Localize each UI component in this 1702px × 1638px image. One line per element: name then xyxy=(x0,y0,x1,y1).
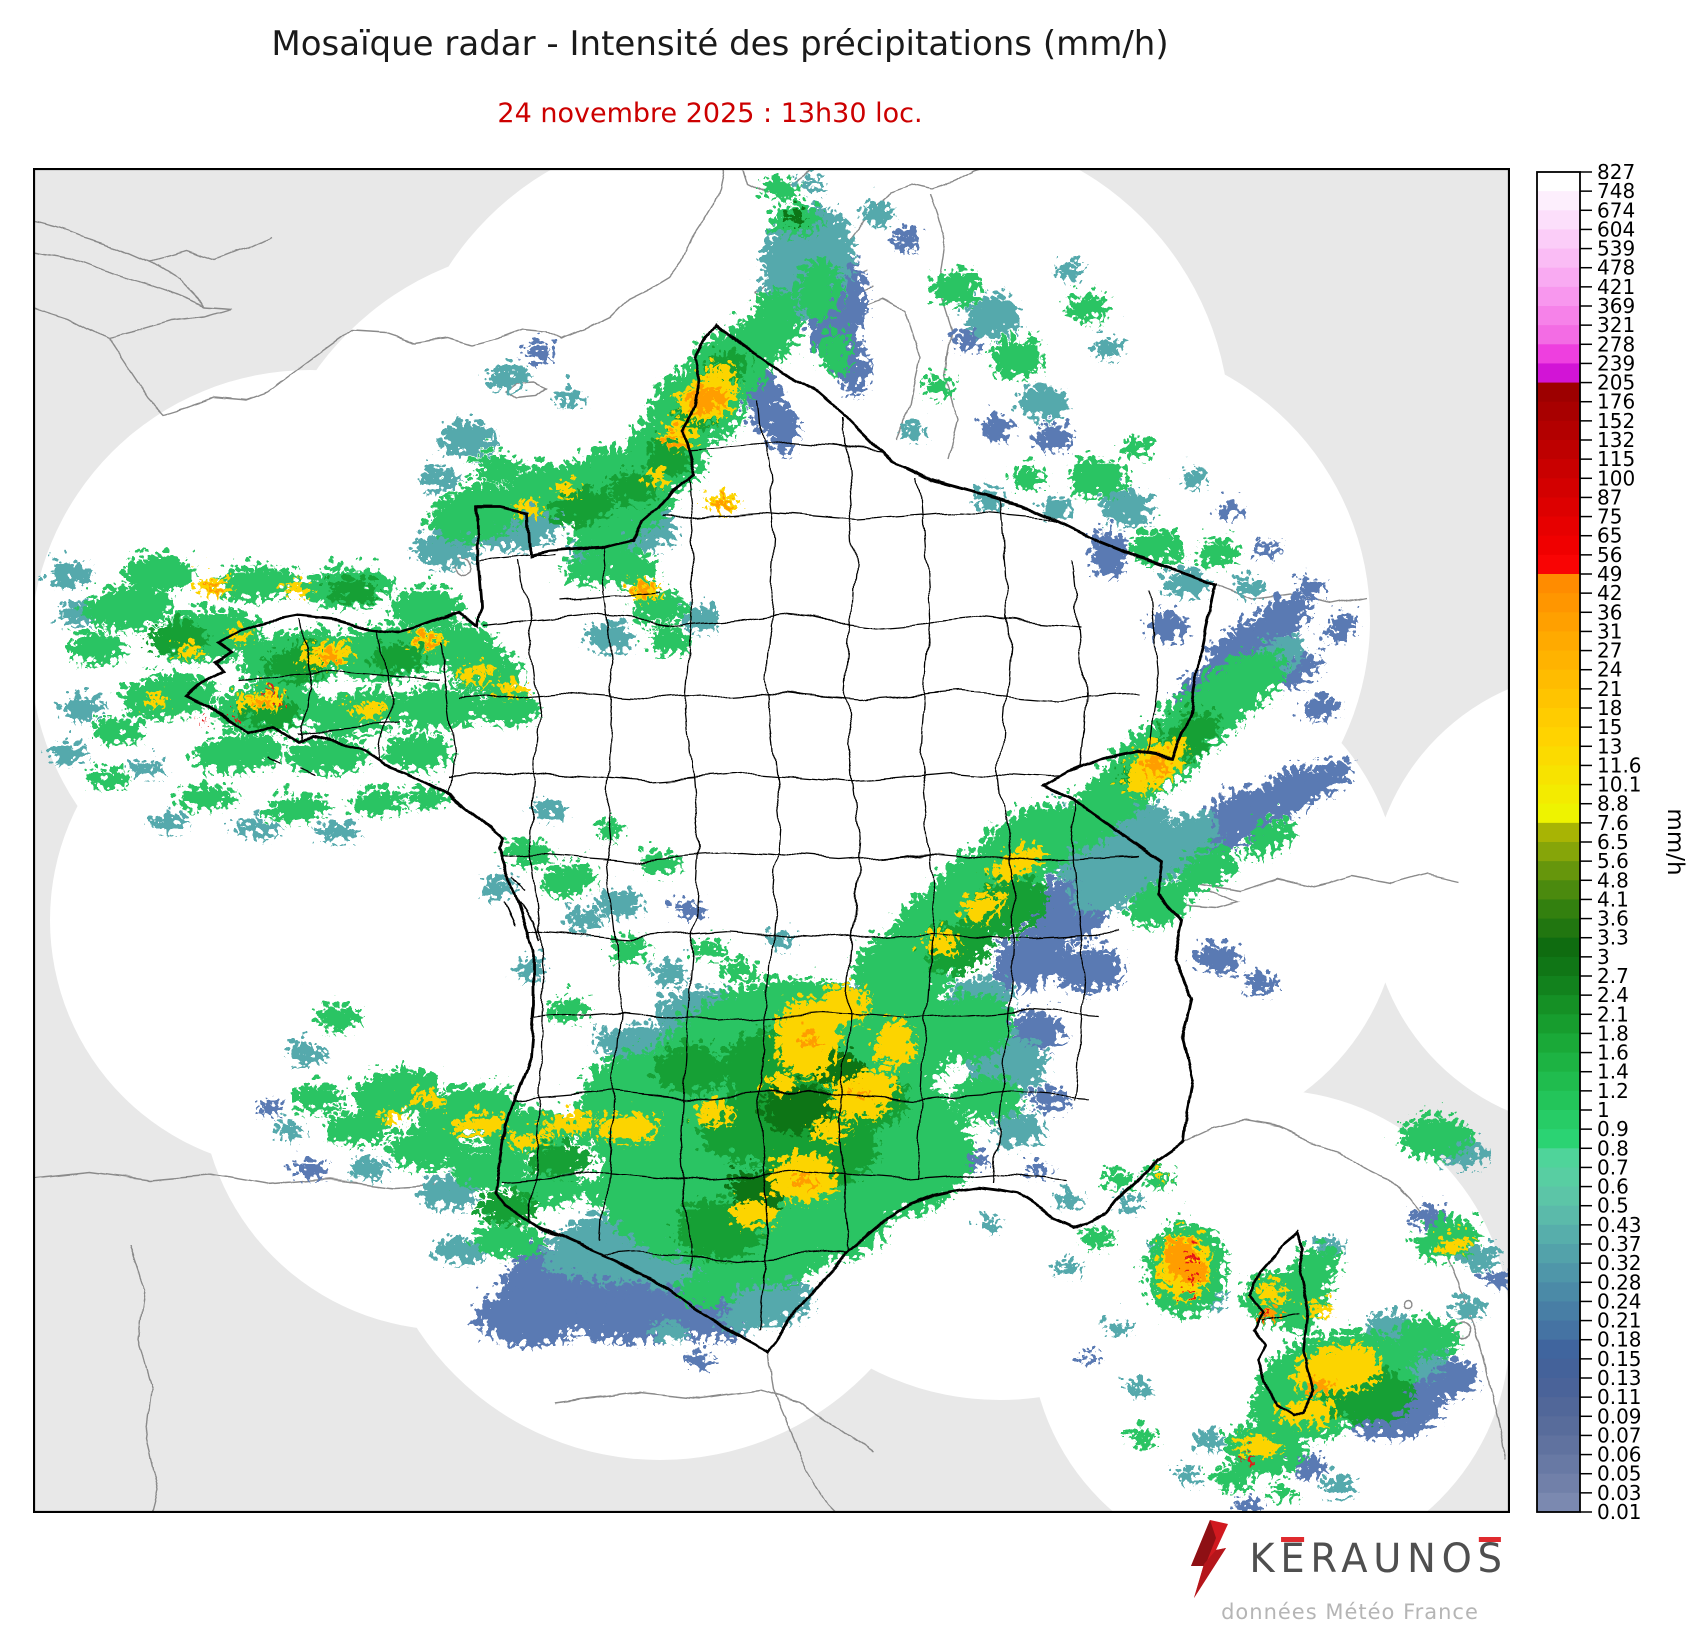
svg-text:21: 21 xyxy=(1597,677,1622,701)
svg-text:0.32: 0.32 xyxy=(1597,1251,1642,1275)
svg-text:4.8: 4.8 xyxy=(1597,868,1629,892)
svg-text:1: 1 xyxy=(1597,1098,1610,1122)
svg-text:478: 478 xyxy=(1597,256,1635,280)
svg-text:0.9: 0.9 xyxy=(1597,1117,1629,1141)
svg-text:369: 369 xyxy=(1597,294,1635,318)
brand-name: KERAUNOS xyxy=(1249,1536,1509,1582)
svg-text:10.1: 10.1 xyxy=(1597,773,1642,797)
svg-text:0.15: 0.15 xyxy=(1597,1347,1642,1371)
svg-text:31: 31 xyxy=(1597,619,1622,643)
svg-text:0.01: 0.01 xyxy=(1597,1500,1642,1524)
svg-text:0.24: 0.24 xyxy=(1597,1289,1642,1313)
colorbar-labels: 8277486746045394784213693212782392051761… xyxy=(1597,160,1642,1524)
svg-text:2.4: 2.4 xyxy=(1597,983,1629,1007)
svg-text:278: 278 xyxy=(1597,332,1635,356)
england-coast xyxy=(33,168,724,415)
svg-text:24: 24 xyxy=(1597,658,1622,682)
map-frame xyxy=(33,168,1510,1513)
svg-text:115: 115 xyxy=(1597,447,1635,471)
svg-text:176: 176 xyxy=(1597,390,1635,414)
lightning-bolt-icon xyxy=(1191,1520,1229,1598)
svg-text:0.13: 0.13 xyxy=(1597,1366,1642,1390)
svg-text:0.11: 0.11 xyxy=(1597,1385,1642,1409)
svg-text:87: 87 xyxy=(1597,485,1622,509)
svg-text:3: 3 xyxy=(1597,945,1610,969)
isle-of-wight xyxy=(503,382,549,400)
radar-map xyxy=(33,168,1510,1513)
svg-text:4.1: 4.1 xyxy=(1597,887,1629,911)
colorbar-ticks xyxy=(1580,171,1592,1513)
data-credit: données Météo France xyxy=(1221,1600,1479,1624)
svg-text:15: 15 xyxy=(1597,715,1622,739)
svg-text:0.05: 0.05 xyxy=(1597,1462,1642,1486)
legend-colorbar: 8277486746045394784213693212782392051761… xyxy=(1536,160,1688,1524)
svg-text:65: 65 xyxy=(1597,524,1622,548)
svg-text:321: 321 xyxy=(1597,313,1635,337)
italy-coast xyxy=(1182,1120,1507,1461)
svg-text:100: 100 xyxy=(1597,466,1635,490)
timestamp: 24 novembre 2025 : 13h30 loc. xyxy=(497,98,923,129)
svg-text:0.43: 0.43 xyxy=(1597,1213,1642,1237)
svg-text:0.28: 0.28 xyxy=(1597,1270,1642,1294)
colorbar-segments xyxy=(1537,172,1580,1513)
svg-text:539: 539 xyxy=(1597,237,1635,261)
lake-geneva xyxy=(1159,889,1241,909)
svg-text:0.03: 0.03 xyxy=(1597,1481,1642,1505)
svg-text:1.4: 1.4 xyxy=(1597,1060,1629,1084)
svg-text:75: 75 xyxy=(1597,505,1622,529)
svg-text:132: 132 xyxy=(1597,428,1635,452)
jersey xyxy=(454,557,472,575)
colorbar-unit-label: mm/h xyxy=(1662,808,1688,875)
atlantic-islands xyxy=(267,757,528,927)
svg-text:0.06: 0.06 xyxy=(1597,1443,1642,1467)
svg-text:3.6: 3.6 xyxy=(1597,907,1629,931)
svg-text:18: 18 xyxy=(1597,696,1622,720)
svg-text:0.7: 0.7 xyxy=(1597,1155,1629,1179)
svg-text:5.6: 5.6 xyxy=(1597,849,1629,873)
svg-text:42: 42 xyxy=(1597,581,1622,605)
precipitation-layer xyxy=(38,168,1504,1506)
svg-text:604: 604 xyxy=(1597,217,1635,241)
svg-text:6.5: 6.5 xyxy=(1597,830,1629,854)
svg-text:1.6: 1.6 xyxy=(1597,1041,1629,1065)
svg-text:27: 27 xyxy=(1597,639,1622,663)
svg-text:2.7: 2.7 xyxy=(1597,964,1629,988)
svg-text:0.37: 0.37 xyxy=(1597,1232,1642,1256)
svg-text:49: 49 xyxy=(1597,562,1622,586)
svg-text:8.8: 8.8 xyxy=(1597,792,1629,816)
keraunos-logo: KERAUNOS données Météo France xyxy=(1185,1520,1515,1630)
svg-text:239: 239 xyxy=(1597,351,1635,375)
svg-text:205: 205 xyxy=(1597,371,1635,395)
svg-text:0.18: 0.18 xyxy=(1597,1328,1642,1352)
svg-text:1.2: 1.2 xyxy=(1597,1079,1629,1103)
svg-text:56: 56 xyxy=(1597,543,1622,567)
svg-text:0.07: 0.07 xyxy=(1597,1423,1642,1447)
svg-text:13: 13 xyxy=(1597,734,1622,758)
france-outline xyxy=(183,323,1217,1354)
corsica-outline xyxy=(1248,1229,1316,1418)
gironde-estuary xyxy=(516,897,541,941)
svg-text:1.8: 1.8 xyxy=(1597,1021,1629,1045)
svg-text:7.6: 7.6 xyxy=(1597,811,1629,835)
svg-text:827: 827 xyxy=(1597,160,1635,184)
svg-text:36: 36 xyxy=(1597,600,1622,624)
svg-text:152: 152 xyxy=(1597,409,1635,433)
svg-text:0.09: 0.09 xyxy=(1597,1404,1642,1428)
svg-text:674: 674 xyxy=(1597,198,1635,222)
svg-text:748: 748 xyxy=(1597,179,1635,203)
svg-text:2.1: 2.1 xyxy=(1597,1002,1629,1026)
swiss-italy-border xyxy=(1157,873,1459,896)
corsica-dept-line xyxy=(1261,1311,1301,1321)
svg-text:3.3: 3.3 xyxy=(1597,926,1629,950)
svg-text:421: 421 xyxy=(1597,275,1635,299)
svg-text:0.21: 0.21 xyxy=(1597,1309,1642,1333)
france-borders xyxy=(183,323,1316,1418)
svg-text:0.6: 0.6 xyxy=(1597,1175,1629,1199)
page-title: Mosaïque radar - Intensité des précipita… xyxy=(271,24,1169,64)
svg-text:0.5: 0.5 xyxy=(1597,1194,1629,1218)
svg-text:0.8: 0.8 xyxy=(1597,1136,1629,1160)
svg-text:11.6: 11.6 xyxy=(1597,753,1642,777)
